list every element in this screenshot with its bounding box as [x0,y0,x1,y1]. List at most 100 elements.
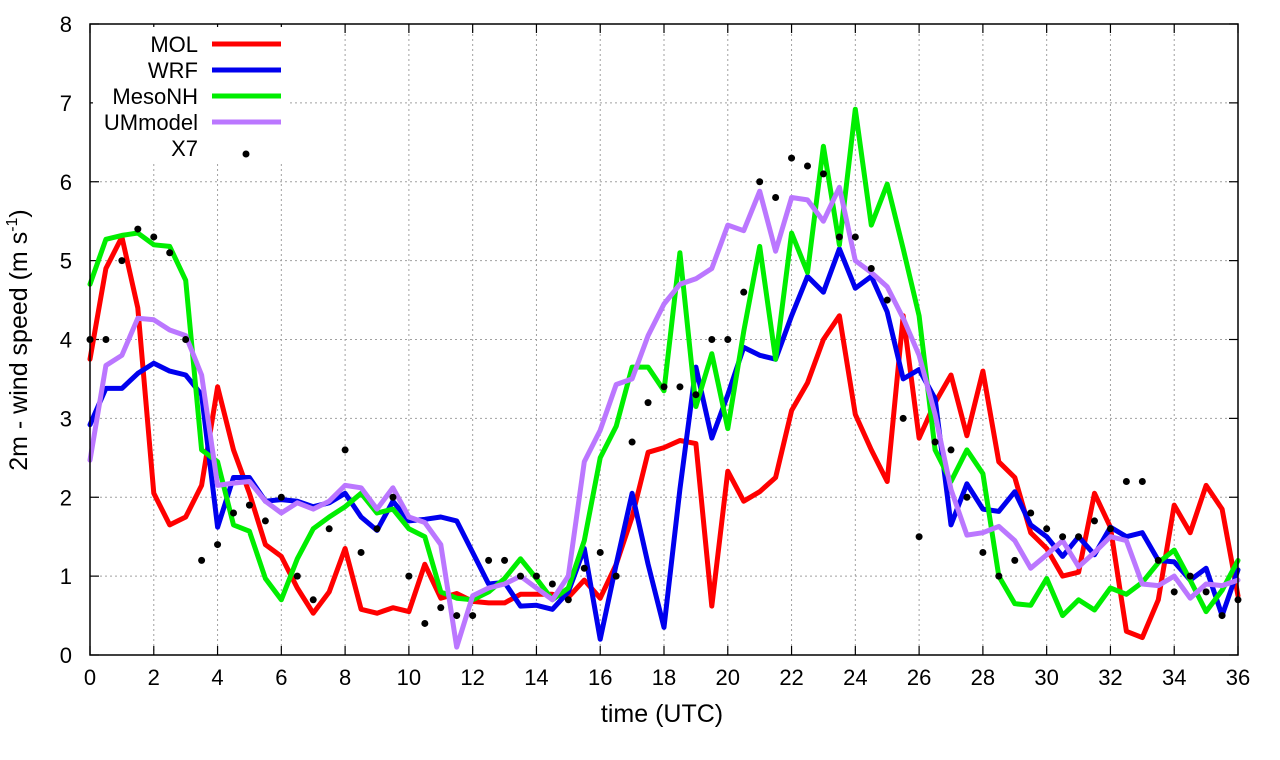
legend-label-ummodel: UMmodel [104,110,198,135]
data-point-x7 [1043,525,1051,533]
x-tick-label: 20 [716,665,740,690]
series-line-mol [87,234,1241,641]
data-point-x7 [1011,556,1019,564]
data-point-x7 [1027,509,1035,517]
y-tick-label: 0 [60,643,72,668]
y-axis-title-tail: ) [5,209,33,217]
data-point-x7 [915,533,923,541]
data-point-x7 [756,178,764,186]
data-point-x7 [1091,517,1098,525]
data-point-x7 [804,162,811,170]
series-line-ummodel [87,184,1241,650]
x-tick-label: 8 [339,665,351,690]
data-point-x7 [166,249,174,257]
x-tick-label: 22 [779,665,803,690]
y-tick-label: 5 [60,249,72,274]
x-tick-label: 26 [907,665,931,690]
data-point-x7 [596,548,604,556]
data-point-x7 [644,399,652,407]
data-point-x7 [708,336,716,343]
plot-frame [89,23,1239,656]
data-point-x7 [373,525,381,533]
data-point-x7 [788,154,796,162]
data-point-x7 [325,525,333,533]
data-point-x7 [102,336,110,343]
data-point-x7 [819,170,827,178]
data-point-x7 [1218,612,1226,620]
data-point-x7 [230,509,237,517]
data-point-x7 [118,257,126,265]
y-axis-title-main: 2m - wind speed (m s [5,232,33,471]
x-tick-label: 30 [1034,665,1058,690]
data-point-x7 [851,233,859,241]
data-point-x7 [277,493,285,501]
y-tick-label: 6 [60,170,72,195]
data-point-x7 [1202,588,1210,596]
data-point-x7 [564,596,572,604]
x-tick-label: 4 [211,665,223,690]
x-tick-label: 2 [148,665,160,690]
data-point-x7 [134,225,142,233]
data-point-x7 [628,438,636,446]
data-point-x7 [421,619,429,627]
data-point-x7 [532,572,540,580]
data-point-x7 [931,438,939,446]
data-point-x7 [548,580,556,588]
data-point-x7 [995,572,1003,580]
x-tick-label: 32 [1098,665,1122,690]
data-point-x7 [437,604,445,612]
data-point-x7 [692,391,700,399]
x-tick-label: 18 [652,665,676,690]
x-tick-label: 16 [588,665,612,690]
data-point-x7 [1106,525,1114,533]
data-point-x7 [1186,572,1194,580]
y-tick-label: 4 [60,328,72,353]
data-point-x7 [1138,477,1146,485]
data-point-x7 [453,612,461,620]
x-tick-label: 10 [397,665,421,690]
data-point-x7 [293,572,301,580]
data-point-x7 [947,446,955,454]
data-point-x7 [676,383,684,391]
data-point-x7 [1122,477,1130,485]
y-tick-label: 3 [60,406,72,431]
x-tick-label: 28 [971,665,995,690]
data-point-x7 [835,233,843,241]
x-tick-label: 14 [524,665,548,690]
data-point-x7 [1154,556,1162,564]
series-line-mesonh [87,106,1241,619]
y-tick-label: 1 [60,564,72,589]
legend-label-mol: MOL [150,32,198,57]
x-tick-label: 36 [1226,665,1250,690]
y-axis-title-superscript: -1 [4,217,21,231]
data-point-x7 [485,556,493,564]
data-point-x7 [883,296,891,304]
data-point-x7 [198,556,206,564]
data-point-x7 [1059,533,1067,541]
data-point-x7 [150,233,158,241]
y-axis-title: 2m - wind speed (m s-1) [4,209,33,471]
data-point-x7 [612,572,620,580]
data-point-x7 [867,265,875,273]
data-point-x7 [724,336,732,343]
legend-label-mesonh: MesoNH [112,84,198,109]
legend-label-x7: X7 [171,136,198,161]
data-point-x7 [469,612,477,620]
data-point-x7 [660,383,668,391]
x-tick-label: 6 [275,665,287,690]
data-point-x7 [405,572,413,580]
data-point-x7 [501,556,509,564]
data-point-x7 [357,548,365,556]
data-point-x7 [214,541,222,549]
data-point-x7 [517,572,524,580]
data-point-x7 [261,517,269,525]
x-tick-label: 34 [1162,665,1186,690]
data-point-x7 [1170,588,1178,596]
tick-labels: 0 2 4 6 8 10 12 14 16 18 20 22 24 26 28 30 32 34 360123456… [60,12,1250,690]
data-point-x7 [309,596,317,604]
data-point-x7 [979,548,987,556]
x-axis-title: time (UTC) [601,700,723,728]
series-group [86,106,1242,650]
